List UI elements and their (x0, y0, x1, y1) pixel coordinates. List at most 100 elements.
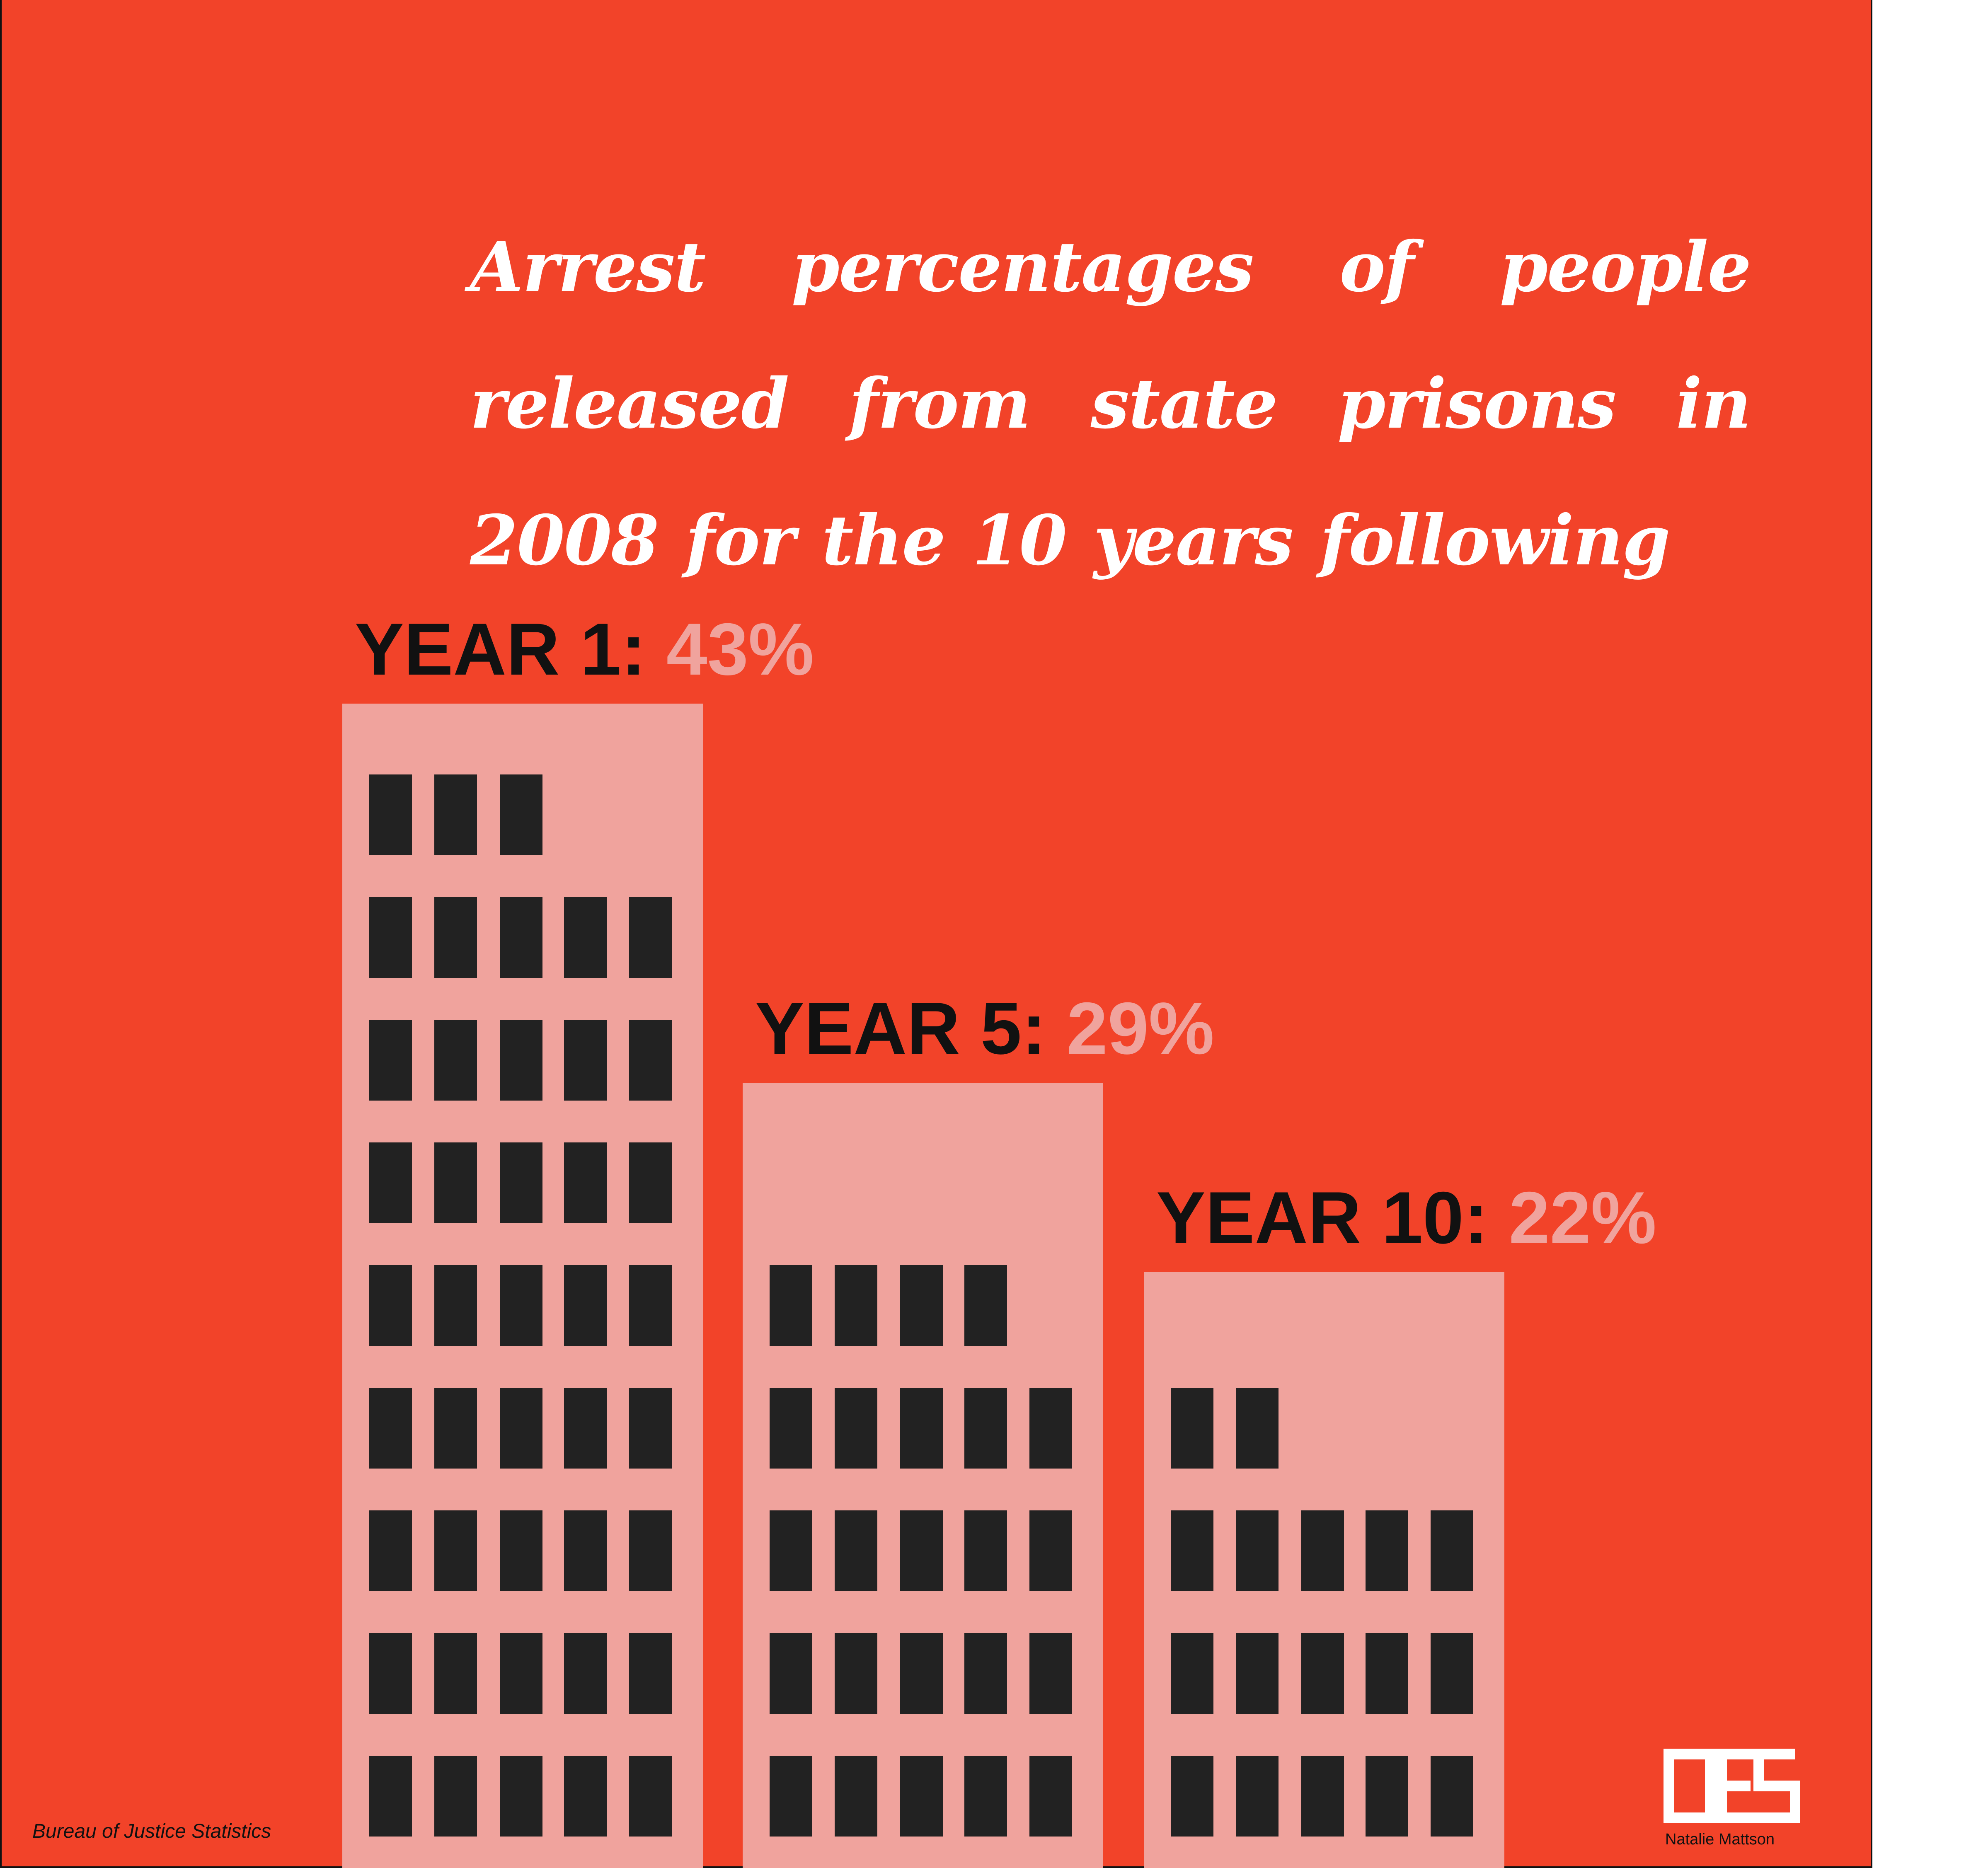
window (1236, 1756, 1279, 1837)
window (900, 1756, 943, 1837)
window (1171, 1388, 1213, 1469)
window (770, 1633, 812, 1714)
window (1431, 1756, 1473, 1837)
window (629, 897, 672, 978)
window (500, 1142, 542, 1223)
window (1029, 1388, 1072, 1469)
building-bar (743, 1083, 1103, 1868)
window (369, 897, 412, 978)
window (1301, 1756, 1344, 1837)
window (434, 1633, 477, 1714)
window (629, 1265, 672, 1346)
window (564, 1265, 607, 1346)
bar-2 (743, 1083, 1103, 1868)
window (1366, 1633, 1408, 1714)
window (900, 1265, 943, 1346)
window (369, 1510, 412, 1591)
window (1171, 1510, 1213, 1591)
window (835, 1510, 877, 1591)
chart-title: Arrest percentages of people released fr… (470, 227, 1751, 581)
window (369, 1265, 412, 1346)
window (500, 1633, 542, 1714)
window (434, 774, 477, 855)
value-label: 29% (1067, 987, 1214, 1070)
window (500, 1756, 542, 1837)
source-note: Bureau of Justice Statistics (32, 1820, 271, 1842)
window (434, 897, 477, 978)
window (770, 1388, 812, 1469)
window (1029, 1756, 1072, 1837)
bar-label: YEAR 10: 22% (1156, 1176, 1656, 1259)
window (1431, 1633, 1473, 1714)
window (434, 1388, 477, 1469)
building-bar (342, 704, 703, 1868)
window (500, 1510, 542, 1591)
window (629, 1142, 672, 1223)
window (964, 1756, 1007, 1837)
window (1366, 1510, 1408, 1591)
window (500, 1265, 542, 1346)
value-label: 43% (666, 608, 814, 690)
window (564, 1142, 607, 1223)
window (564, 1388, 607, 1469)
window (900, 1510, 943, 1591)
window (434, 1510, 477, 1591)
window (1171, 1633, 1213, 1714)
bar-label: YEAR 5: 29% (755, 987, 1214, 1070)
window (964, 1265, 1007, 1346)
window (500, 774, 542, 855)
window (369, 1142, 412, 1223)
window (1236, 1633, 1279, 1714)
window (369, 1633, 412, 1714)
window (770, 1756, 812, 1837)
window (835, 1633, 877, 1714)
window (1236, 1510, 1279, 1591)
category-label: YEAR 5: (755, 987, 1067, 1070)
window (1431, 1510, 1473, 1591)
window (369, 1756, 412, 1837)
window (1366, 1756, 1408, 1837)
window (900, 1388, 943, 1469)
chart: YEAR 1: 43% YEAR 5: 29% YEAR 10: 22% (342, 608, 1656, 1868)
oes-logo-icon (1664, 1749, 1800, 1823)
window (1301, 1633, 1344, 1714)
window (369, 1388, 412, 1469)
window (629, 1510, 672, 1591)
window (434, 1020, 477, 1101)
window (564, 1633, 607, 1714)
window (564, 1020, 607, 1101)
window (1301, 1510, 1344, 1591)
category-label: YEAR 10: (1156, 1176, 1509, 1259)
window (434, 1265, 477, 1346)
window (434, 1756, 477, 1837)
category-label: YEAR 1: (355, 608, 666, 690)
window (564, 1756, 607, 1837)
window (564, 897, 607, 978)
window (835, 1388, 877, 1469)
window (1171, 1756, 1213, 1837)
value-label: 22% (1509, 1176, 1656, 1259)
window (770, 1510, 812, 1591)
infographic-canvas: Arrest percentages of people released fr… (0, 0, 1872, 1868)
window (964, 1633, 1007, 1714)
window (434, 1142, 477, 1223)
window (900, 1633, 943, 1714)
window (500, 1388, 542, 1469)
window (629, 1633, 672, 1714)
window (500, 1020, 542, 1101)
window (964, 1510, 1007, 1591)
window (629, 1756, 672, 1837)
window (770, 1265, 812, 1346)
window (835, 1756, 877, 1837)
window (1029, 1633, 1072, 1714)
building-bar (1144, 1272, 1504, 1868)
window (629, 1388, 672, 1469)
window (564, 1510, 607, 1591)
window (964, 1388, 1007, 1469)
window (500, 897, 542, 978)
window (1029, 1510, 1072, 1591)
author-credit: Natalie Mattson (1665, 1831, 1775, 1848)
window (369, 1020, 412, 1101)
window (1236, 1388, 1279, 1469)
window (835, 1265, 877, 1346)
